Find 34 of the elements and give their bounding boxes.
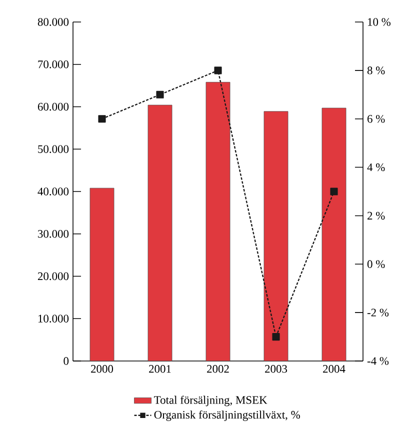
point	[214, 66, 222, 74]
point	[330, 188, 338, 196]
y2-tick-label: -2 %	[367, 308, 389, 316]
bar	[148, 104, 172, 361]
y2-tick-label: 4 %	[367, 163, 385, 172]
y2-tick-label: -4 %	[367, 357, 389, 365]
bar	[322, 108, 346, 361]
y2-tick-label: 10 %	[368, 18, 390, 26]
y-tick-label: 10.000	[38, 314, 69, 323]
y-tick-label: 20.000	[38, 272, 69, 280]
y-tick-label: 70.000	[38, 60, 69, 68]
bar	[264, 111, 288, 361]
y-tick-label: 40.000	[38, 188, 69, 196]
point	[156, 90, 164, 98]
y-tick-label: 60.000	[38, 102, 69, 111]
y-tick-label: 30.000	[38, 230, 69, 238]
point	[98, 115, 106, 123]
y-tick-label: 80.000	[38, 18, 69, 26]
y2-tick-label: 6 %	[368, 114, 385, 123]
x-tick-label: 2002	[207, 365, 229, 373]
x-tick-label: 2004	[323, 365, 346, 373]
bar	[90, 188, 114, 361]
x-tick-label: 2003	[265, 365, 288, 373]
y-tick-label: 50.000	[38, 145, 69, 154]
legend-label: Organisk försäljningstillväxt, %	[154, 410, 300, 421]
x-tick-label: 2001	[149, 365, 171, 373]
y2-tick-label: 2 %	[368, 212, 385, 220]
x-tick-label: 2000	[91, 365, 114, 373]
point	[272, 333, 280, 341]
y2-tick-label: 0 %	[367, 260, 385, 268]
bar	[206, 82, 230, 361]
legend-label: Total försäljning, MSEK	[154, 396, 268, 406]
y-tick-label: 0	[64, 357, 69, 365]
y2-tick-label: 8 %	[367, 66, 385, 74]
